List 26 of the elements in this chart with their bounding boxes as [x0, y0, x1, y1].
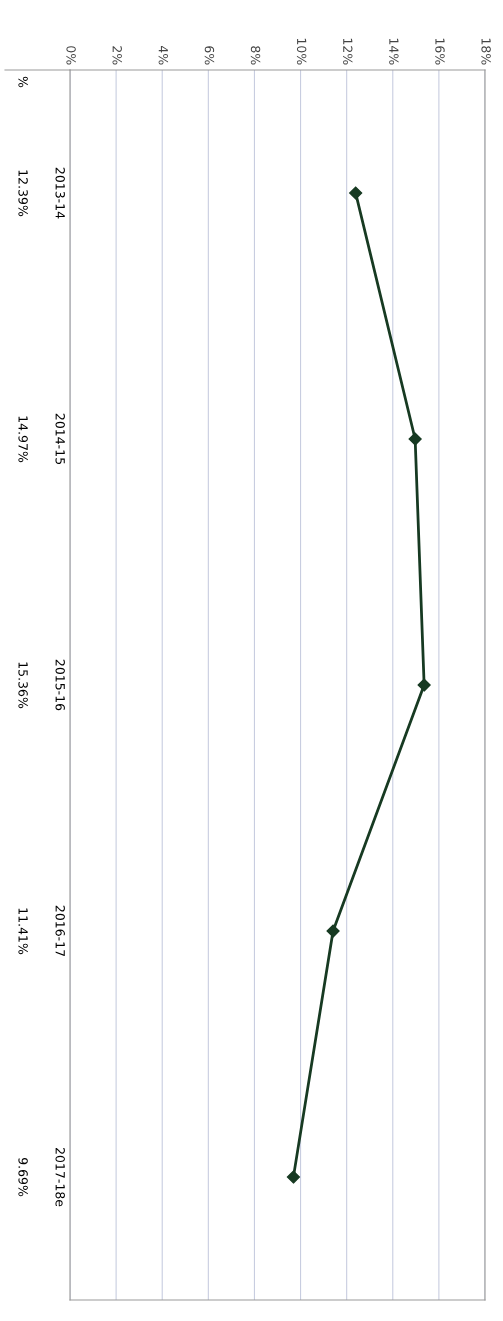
data-label: 14.97% — [18, 416, 28, 463]
x-tick-label: 6% — [204, 46, 215, 65]
x-tick-label: 0% — [66, 46, 76, 65]
x-tick-label: 18% — [481, 38, 491, 65]
point — [286, 1170, 300, 1184]
y-tick-label: 2013-14 — [55, 167, 65, 219]
data-label: 12.39% — [18, 170, 28, 217]
x-tick-label: 16% — [435, 38, 445, 65]
y-tick-label: 2017-18e — [55, 1147, 65, 1207]
point — [408, 432, 422, 446]
x-tick-label: 12% — [343, 38, 353, 65]
y-tick-label: 2014-15 — [55, 413, 65, 465]
data-label: 9.69% — [18, 1157, 28, 1197]
x-tick-label: 8% — [250, 46, 261, 65]
y-tick-label: 2015-16 — [55, 659, 65, 711]
point — [417, 678, 431, 692]
text: % — [18, 76, 28, 88]
x-tick-label: 2% — [112, 46, 122, 65]
data-label: 15.36% — [18, 662, 28, 709]
point — [326, 924, 340, 938]
data-label: 11.41% — [18, 908, 28, 955]
x-tick-label: 10% — [296, 38, 307, 65]
point — [349, 186, 363, 200]
x-tick-label: 14% — [389, 38, 399, 65]
x-tick-label: 4% — [158, 45, 169, 65]
y-tick-label: 2016-17 — [55, 905, 65, 957]
